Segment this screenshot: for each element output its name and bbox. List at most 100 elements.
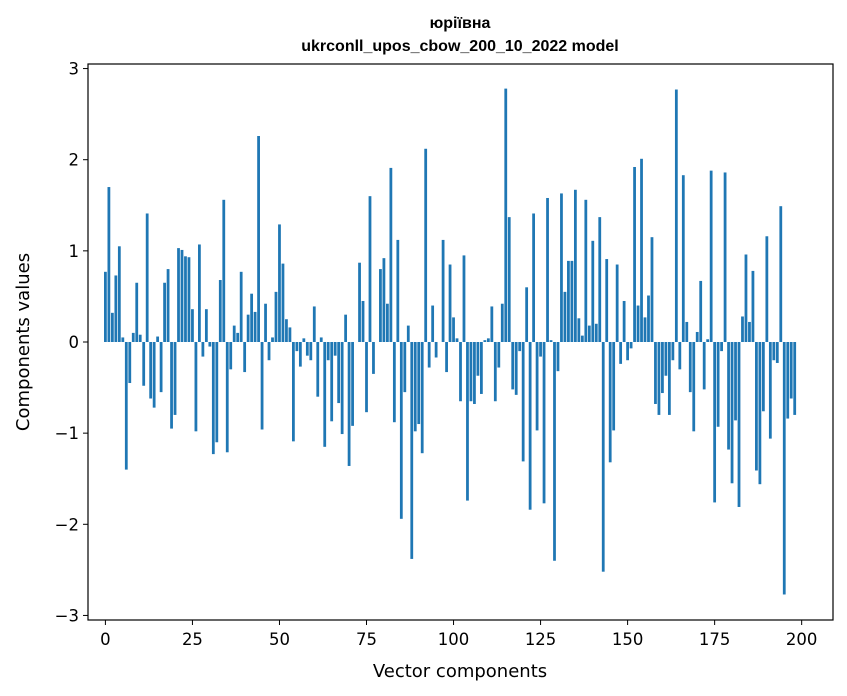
bar <box>567 260 570 342</box>
bar <box>434 342 438 358</box>
bar <box>159 342 163 393</box>
bar <box>525 287 529 342</box>
bar <box>570 260 574 342</box>
bar <box>633 166 636 342</box>
x-tick-label: 25 <box>182 630 203 649</box>
bar <box>772 342 776 361</box>
bar <box>292 342 295 442</box>
bar <box>298 342 302 367</box>
bar <box>173 342 177 415</box>
bar <box>403 342 407 393</box>
bar <box>511 342 515 390</box>
bar <box>372 342 375 374</box>
bar <box>114 275 118 342</box>
bar <box>789 342 793 399</box>
bar <box>462 255 466 342</box>
bar <box>347 342 351 466</box>
bar <box>288 327 292 342</box>
bar <box>542 342 546 504</box>
bar <box>615 264 619 342</box>
bar <box>170 342 173 429</box>
bar <box>448 264 452 342</box>
bar <box>549 340 553 342</box>
bar <box>365 342 368 413</box>
bar <box>295 342 299 352</box>
bar <box>483 340 487 342</box>
bar <box>720 342 723 352</box>
bar <box>417 342 421 425</box>
bar <box>723 172 727 342</box>
bar <box>706 339 710 342</box>
bar <box>104 271 107 342</box>
bar <box>278 224 281 342</box>
bar <box>177 248 180 342</box>
bar <box>671 342 675 361</box>
bar <box>755 342 758 471</box>
bar <box>490 306 494 342</box>
bar <box>257 136 260 342</box>
bar <box>598 217 602 342</box>
bar <box>466 342 469 501</box>
bar <box>163 282 166 342</box>
bar <box>539 342 542 357</box>
bar <box>497 342 501 368</box>
bar <box>187 257 191 342</box>
chart-title-line-1: юріївна <box>430 15 491 32</box>
bar <box>507 217 511 342</box>
chart-title-line-2: ukrconll_upos_cbow_200_10_2022 model <box>301 38 618 55</box>
bar <box>647 295 650 342</box>
bar <box>518 342 522 352</box>
bar <box>340 342 344 435</box>
bar <box>573 189 577 342</box>
bar <box>768 342 772 439</box>
bar <box>131 332 135 342</box>
y-tick-label: 0 <box>69 333 80 352</box>
bar <box>741 316 744 342</box>
bar <box>222 199 226 342</box>
bar <box>793 342 797 415</box>
bar <box>253 311 257 342</box>
bar <box>316 342 320 397</box>
bar <box>661 342 664 394</box>
bar <box>208 342 212 347</box>
bar <box>473 342 476 404</box>
bar <box>452 317 455 342</box>
bar <box>149 342 153 399</box>
bar <box>361 300 365 342</box>
bar <box>413 342 417 432</box>
bar <box>758 342 762 485</box>
bar <box>782 342 786 595</box>
bar <box>358 262 361 342</box>
bar <box>535 342 539 431</box>
bar <box>667 342 671 415</box>
bar <box>476 342 480 376</box>
bar <box>546 197 549 342</box>
bar <box>211 342 215 455</box>
bar <box>479 342 483 394</box>
bar <box>271 337 274 342</box>
bar <box>232 325 236 342</box>
bar <box>225 342 229 453</box>
bar <box>601 342 605 572</box>
x-tick-label: 100 <box>438 630 470 649</box>
bar <box>734 342 737 421</box>
bar <box>612 342 616 431</box>
x-tick-label: 175 <box>699 630 731 649</box>
bar <box>608 342 612 463</box>
bar <box>455 338 459 342</box>
plot-area-frame <box>87 63 834 621</box>
bar <box>285 319 288 342</box>
bar <box>744 254 748 342</box>
bar <box>319 337 323 342</box>
bar <box>180 249 184 342</box>
bar <box>382 258 386 342</box>
bar <box>685 321 689 342</box>
bar <box>215 342 219 443</box>
bar <box>619 342 623 364</box>
bar <box>406 325 410 342</box>
bar <box>514 342 518 395</box>
x-tick-label: 200 <box>786 630 818 649</box>
bar <box>107 187 111 342</box>
y-axis-label: Components values <box>13 253 34 431</box>
